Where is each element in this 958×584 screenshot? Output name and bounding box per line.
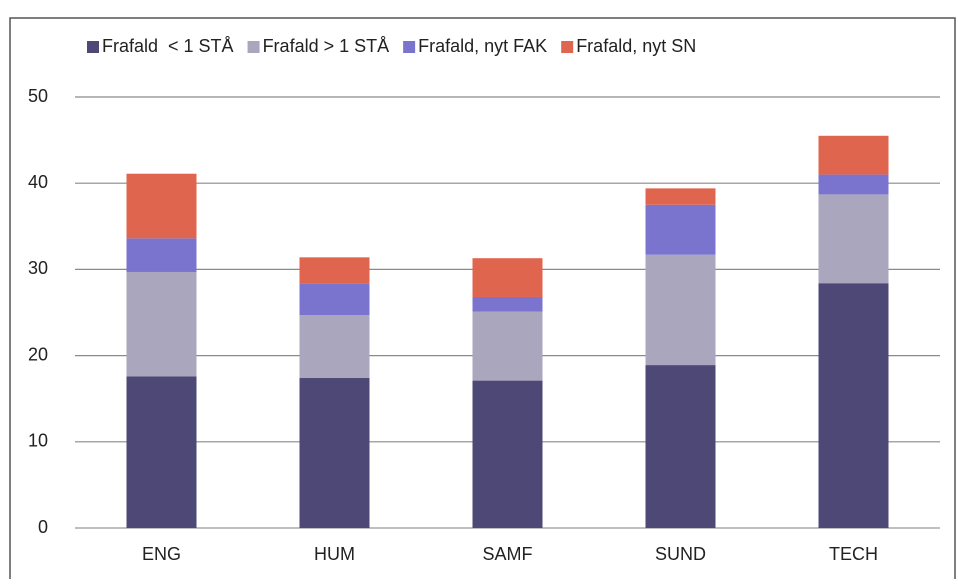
x-tick-label: HUM <box>314 544 355 564</box>
legend-swatch <box>87 41 99 53</box>
bar-segment <box>645 365 716 528</box>
y-tick-label: 50 <box>28 86 48 106</box>
x-tick-label: ENG <box>142 544 181 564</box>
legend-label: Frafald, nyt SN <box>576 36 696 56</box>
bar-segment <box>299 315 370 379</box>
bar-segment <box>472 380 543 528</box>
y-tick-label: 10 <box>28 431 48 451</box>
x-tick-label: SAMF <box>482 544 532 564</box>
bar-segment <box>818 194 889 284</box>
legend-label: Frafald < 1 STÅ <box>102 36 234 56</box>
bar-segment <box>472 311 543 381</box>
bar-segment <box>299 378 370 528</box>
legend-swatch <box>403 41 416 53</box>
bar-segment <box>472 258 543 297</box>
bar-segment <box>472 296 543 312</box>
x-tick-label: SUND <box>655 544 706 564</box>
legend-swatch <box>561 41 574 53</box>
bar-segment <box>126 271 197 377</box>
bar-segment <box>645 188 716 205</box>
bar-segment <box>818 283 889 528</box>
y-tick-label: 40 <box>28 172 48 192</box>
bar-segment <box>126 238 197 272</box>
bar-segment <box>126 173 197 239</box>
y-tick-label: 30 <box>28 258 48 278</box>
bar-segment <box>645 254 716 366</box>
bar-segment <box>818 135 889 175</box>
bar-segment <box>645 204 716 255</box>
bar-segment <box>126 376 197 528</box>
chart-frame <box>9 17 956 584</box>
bar-segment <box>299 257 370 284</box>
legend-label: Frafald, nyt FAK <box>418 36 547 56</box>
x-tick-label: TECH <box>829 544 878 564</box>
legend-label: Frafald > 1 STÅ <box>263 36 390 56</box>
bar-segment <box>299 283 370 316</box>
y-tick-label: 0 <box>38 517 48 537</box>
legend-swatch <box>247 41 260 53</box>
bar-segment <box>818 174 889 195</box>
y-tick-label: 20 <box>28 344 48 364</box>
